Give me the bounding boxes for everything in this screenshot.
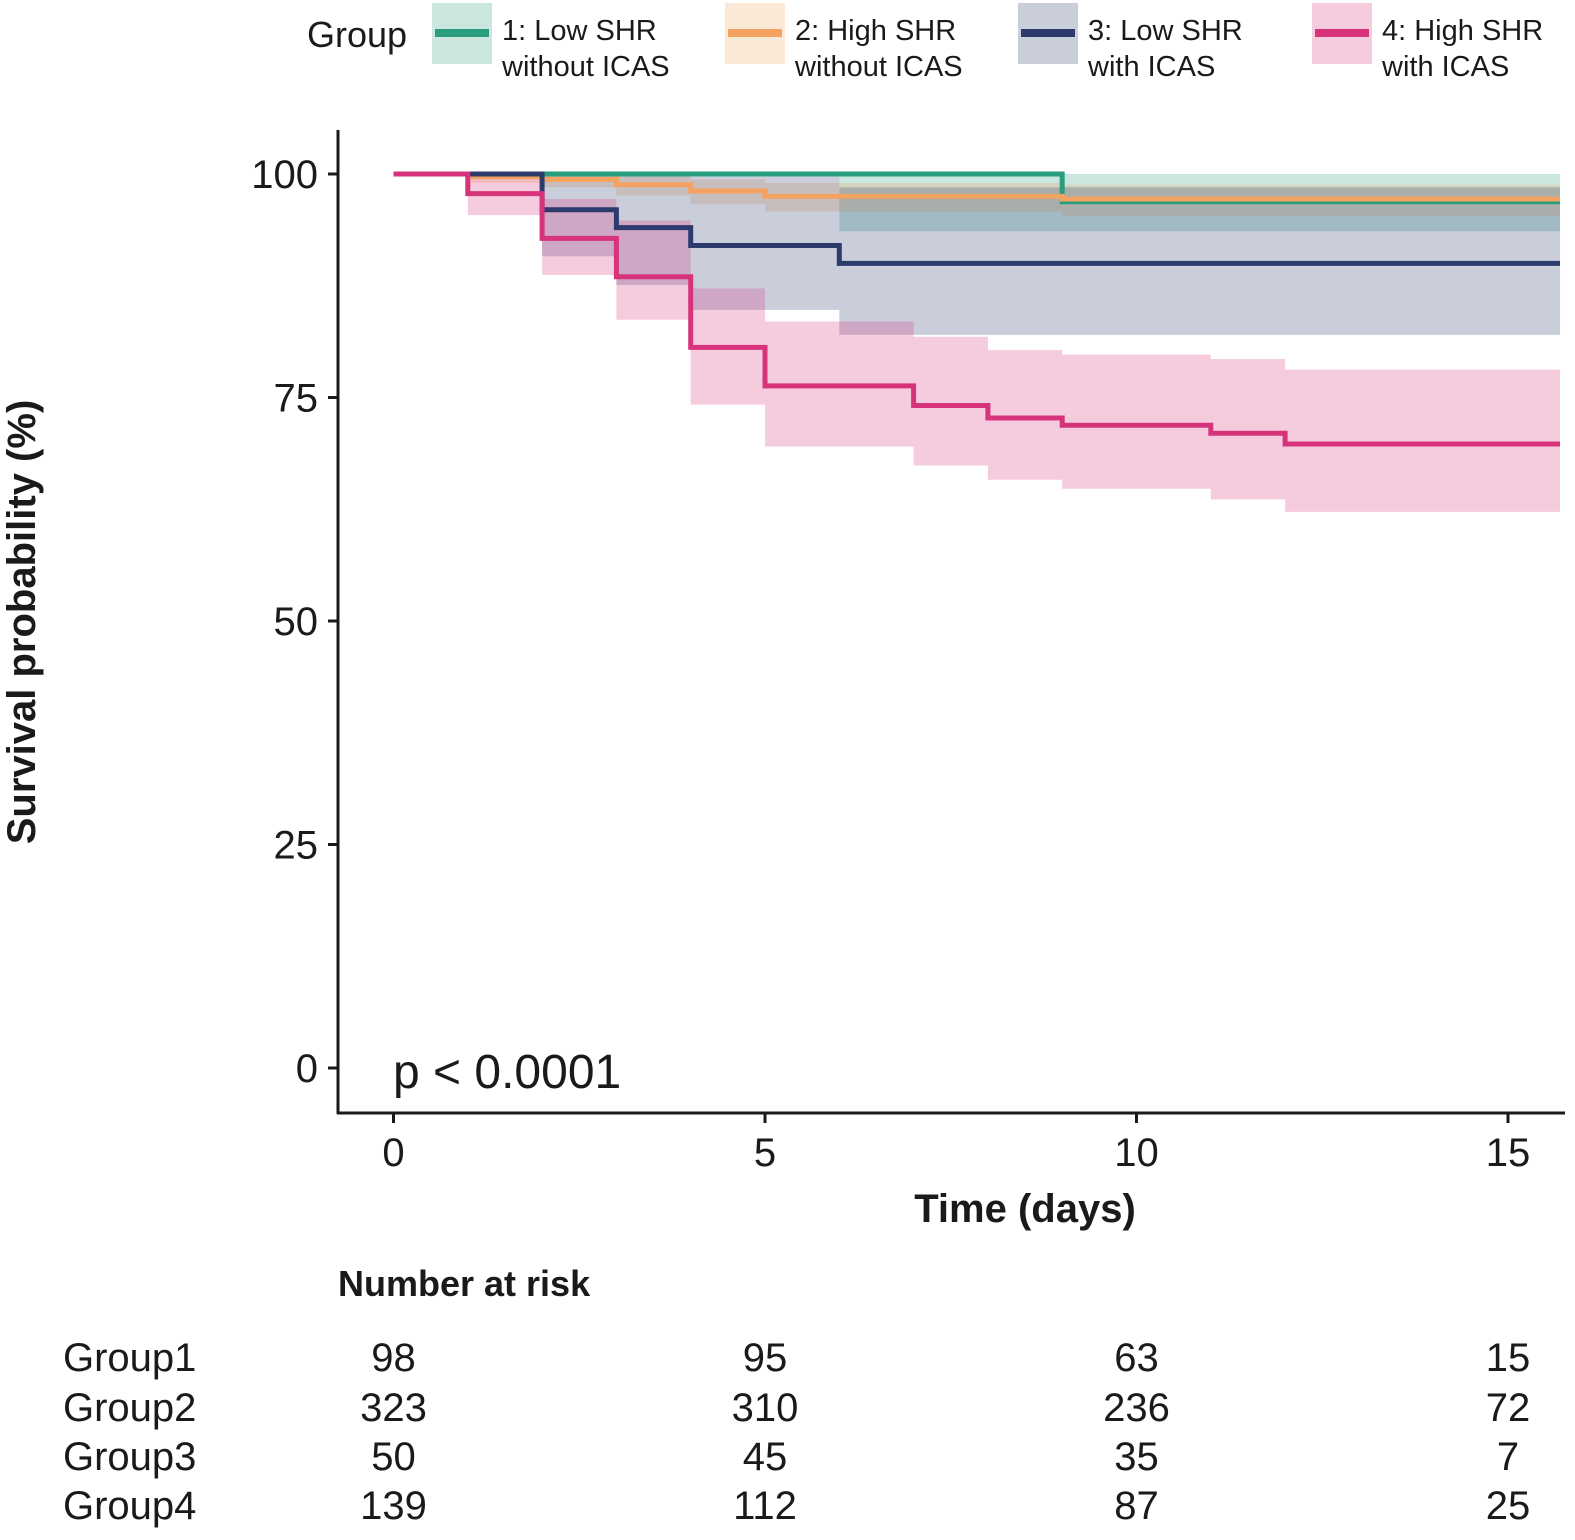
risk-value-group-2-t10: 236 [1103,1386,1170,1430]
ci-band-group-4 [393,174,1561,512]
legend: Group 1: Low SHR without ICAS 2: High SHR w… [307,3,1543,83]
y-axis-ticks: 0 25 50 75 100 [251,153,338,1091]
x-axis-ticks: 0 5 10 15 [382,1113,1530,1175]
p-value-annotation: p < 0.0001 [393,1046,621,1099]
risk-row-group-3: Group3 50 45 35 7 [63,1435,1519,1479]
risk-value-group-2-t15: 72 [1486,1386,1531,1430]
ci-band-group-1 [393,174,1561,232]
legend-title: Group [307,14,407,55]
risk-row-label-3: Group3 [63,1435,196,1479]
survival-curve-group-1 [393,171,1561,205]
legend-item-group-1: 1: Low SHR without ICAS [432,3,670,83]
survival-curves [393,171,1561,447]
ci-band-group-3 [393,174,1561,335]
legend-item-group-2: 2: High SHR without ICAS [725,3,963,83]
y-tick-label-75: 75 [274,377,319,421]
risk-value-group-3-t0: 50 [371,1435,416,1479]
risk-row-group-1: Group1 98 95 63 15 [63,1336,1530,1380]
x-tick-label-10: 10 [1114,1131,1159,1175]
risk-value-group-3-t10: 35 [1114,1435,1159,1479]
risk-row-group-4: Group4 139 112 87 25 [63,1484,1530,1528]
confidence-bands [393,174,1561,512]
risk-value-group-1-t15: 15 [1486,1336,1531,1380]
risk-value-group-1-t0: 98 [371,1336,416,1380]
legend-item-group-3: 3: Low SHR with ICAS [1018,3,1243,83]
risk-value-group-4-t0: 139 [360,1484,427,1528]
legend-item-group-4: 4: High SHR with ICAS [1312,3,1543,83]
plot-area: 0 25 50 75 100 0 5 10 15 p < 0.0001 [251,130,1565,1175]
legend-label-group-1-line-2: without ICAS [501,51,670,83]
x-tick-label-15: 15 [1486,1131,1531,1175]
x-tick-label-5: 5 [754,1131,776,1175]
legend-label-group-4-line-2: with ICAS [1381,51,1509,83]
risk-row-label-1: Group1 [63,1336,196,1380]
risk-value-group-4-t15: 25 [1486,1484,1531,1528]
y-tick-label-100: 100 [251,153,318,197]
risk-value-group-1-t5: 95 [743,1336,788,1380]
legend-label-group-1-line-1: 1: Low SHR [502,15,657,47]
y-tick-label-50: 50 [274,600,319,644]
risk-value-group-3-t5: 45 [743,1435,788,1479]
y-axis-title: Survival probability (%) [0,400,44,845]
risk-row-label-4: Group4 [63,1484,196,1528]
x-tick-label-0: 0 [382,1131,404,1175]
risk-value-group-4-t5: 112 [733,1484,797,1528]
legend-label-group-3-line-2: with ICAS [1087,51,1215,83]
legend-label-group-2-line-2: without ICAS [794,51,963,83]
x-axis-title: Time (days) [914,1187,1136,1231]
risk-value-group-4-t10: 87 [1114,1484,1159,1528]
y-tick-label-0: 0 [296,1047,318,1091]
risk-value-group-3-t15: 7 [1497,1435,1519,1479]
y-tick-label-25: 25 [274,824,319,868]
risk-row-label-2: Group2 [63,1386,196,1430]
risk-value-group-2-t5: 310 [732,1386,799,1430]
risk-value-group-1-t10: 63 [1114,1336,1159,1380]
legend-label-group-2-line-1: 2: High SHR [795,15,956,47]
risk-table-title: Number at risk [338,1263,591,1304]
legend-label-group-3-line-1: 3: Low SHR [1088,15,1243,47]
risk-row-group-2: Group2 323 310 236 72 [63,1386,1530,1430]
risk-value-group-2-t0: 323 [360,1386,427,1430]
legend-label-group-4-line-1: 4: High SHR [1382,15,1543,47]
survival-curve-group-2 [393,171,1561,202]
risk-table: Number at risk Group1 98 95 63 15 Group2 323 31… [63,1263,1530,1528]
survival-curve-group-4 [393,171,1561,447]
